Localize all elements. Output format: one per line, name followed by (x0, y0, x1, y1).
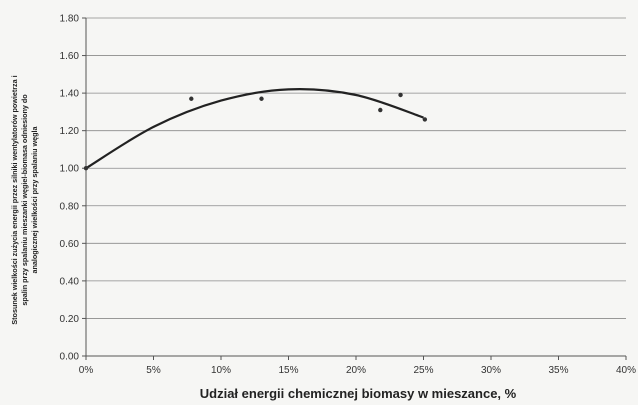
y-tick-label-8: 1.60 (60, 51, 80, 62)
y-axis-label-line-2: spalin przy spalaniu mieszanki węgiel-bi… (20, 94, 29, 306)
y-tick-label-0: 0.00 (60, 352, 80, 363)
y-axis-label-line-1: Stosunek wielkości zużycia energii przez… (10, 75, 19, 324)
data-point-0 (83, 166, 89, 171)
x-tick-label-0: 0% (79, 365, 94, 376)
y-tick-label-4: 0.80 (60, 201, 80, 212)
y-tick-label-5: 1.00 (60, 164, 80, 175)
trend-curve (85, 88, 424, 170)
data-point-3 (378, 107, 383, 113)
y-tick-labels: 0.00 0.20 0.40 0.60 0.80 1.00 1.20 1.40 1.60 1.80 (60, 14, 80, 363)
y-axis-label-line-3: analogicznej wielkości przy spalaniu węg… (30, 126, 39, 274)
trend-curve-group (85, 88, 424, 170)
x-tick-label-6: 30% (481, 365, 501, 376)
x-tick-label-2: 10% (211, 365, 231, 376)
data-point-2 (259, 96, 264, 101)
x-axis-label: Udział energii chemicznej biomasy w mies… (200, 386, 517, 401)
data-point-1 (189, 96, 194, 101)
x-tick-label-4: 20% (346, 365, 366, 376)
y-axis-label: Stosunek wielkości zużycia energii przez… (10, 75, 39, 324)
gridlines (86, 17, 626, 319)
x-tick-label-8: 40% (616, 365, 636, 376)
x-tick-label-3: 15% (278, 365, 298, 376)
axes (82, 17, 627, 360)
y-tick-label-1: 0.20 (60, 314, 80, 325)
x-tick-label-1: 5% (146, 365, 161, 376)
data-point-4 (398, 92, 403, 98)
data-points (83, 92, 428, 171)
y-tick-label-2: 0.40 (60, 276, 80, 287)
x-tick-label-5: 25% (413, 365, 433, 376)
x-tick-label-7: 35% (548, 365, 568, 376)
y-tick-label-9: 1.80 (60, 14, 80, 25)
x-tick-labels: 0% 5% 10% 15% 20% 25% 30% 35% 40% (79, 365, 636, 376)
data-point-5 (422, 117, 428, 122)
y-tick-label-7: 1.40 (60, 89, 80, 100)
y-tick-label-6: 1.20 (60, 126, 80, 137)
y-tick-label-3: 0.60 (60, 239, 80, 250)
